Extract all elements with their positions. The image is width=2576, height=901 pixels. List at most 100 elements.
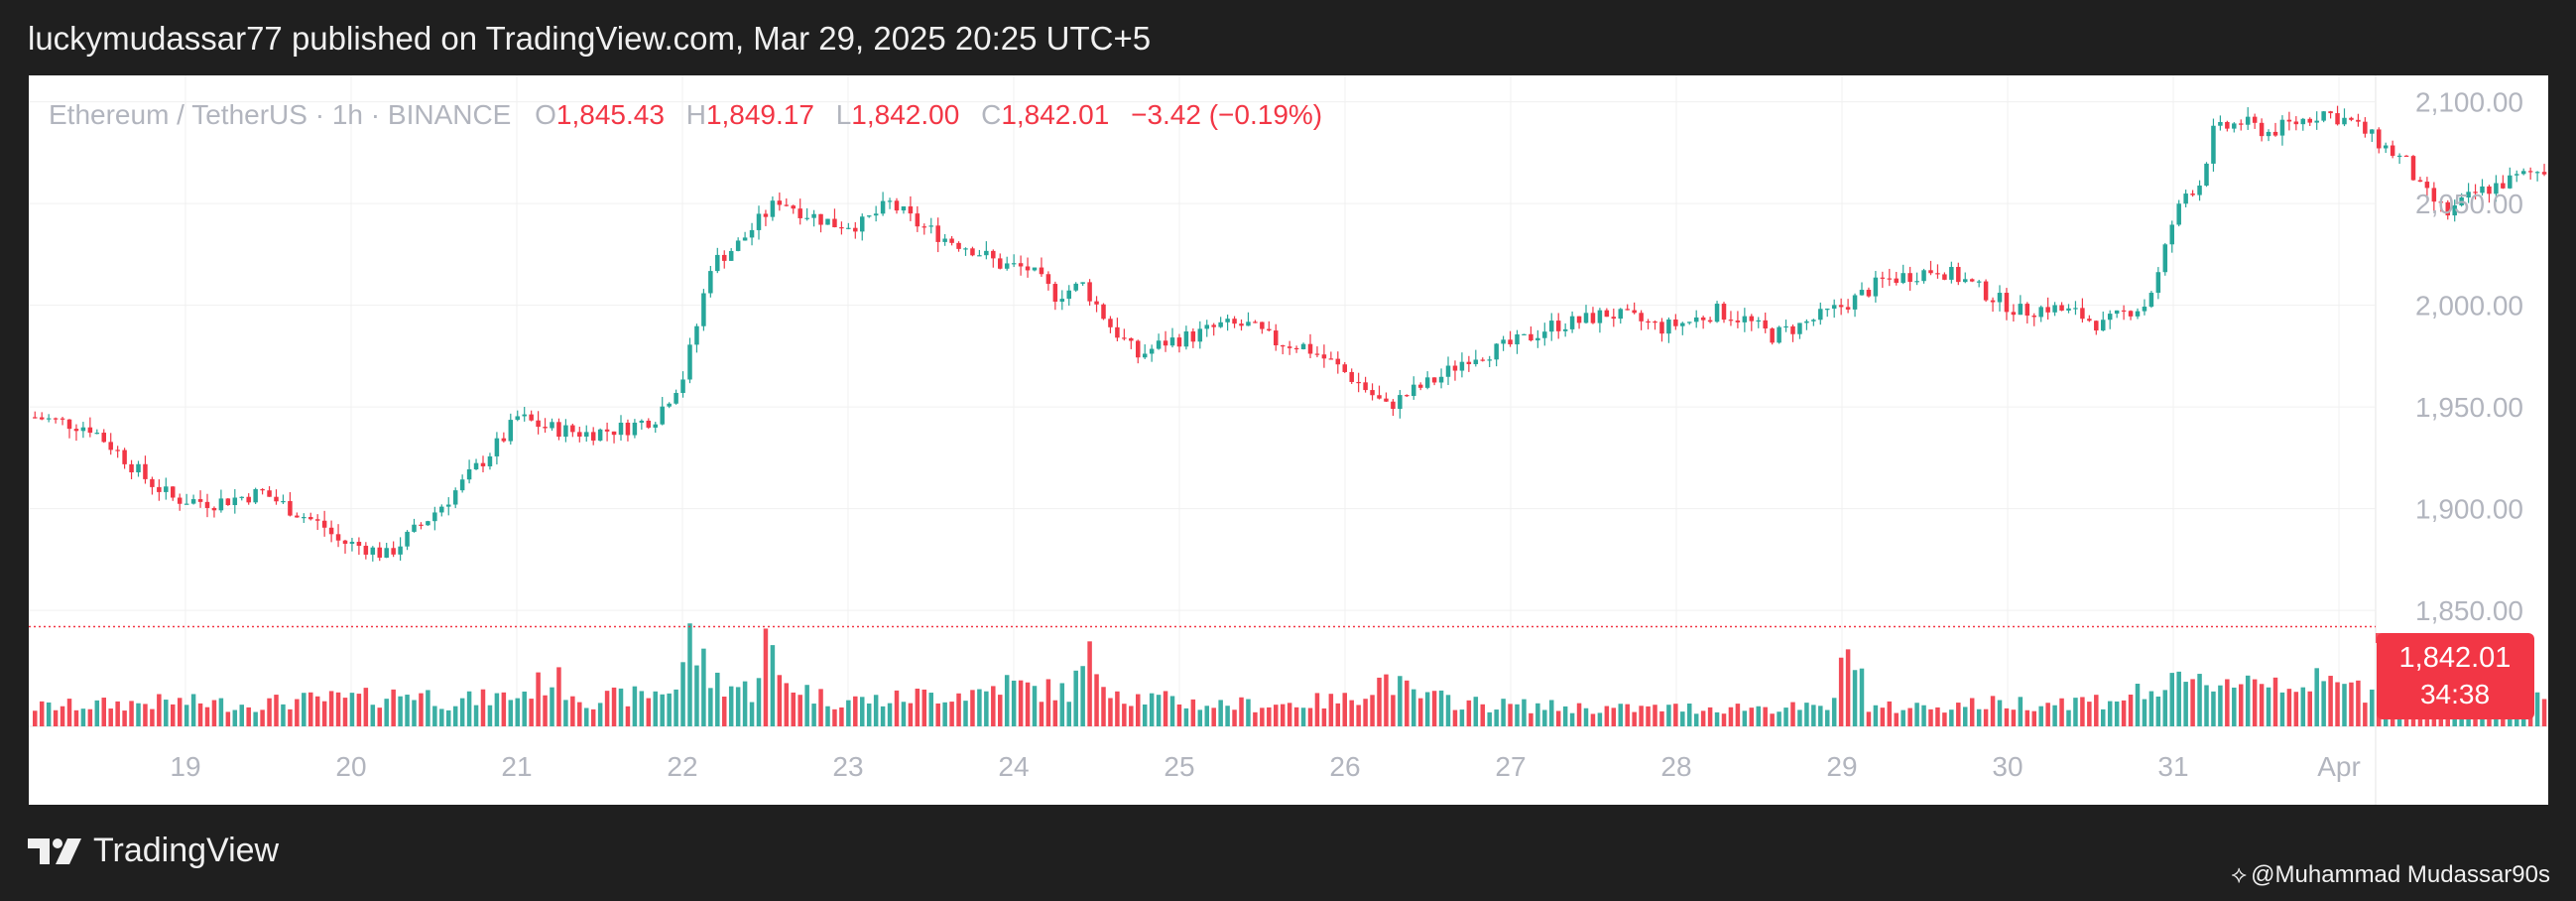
last-price-value: 1,842.01: [2399, 642, 2512, 674]
price-axis[interactable]: 2,100.00 2,050.00 2,000.00 1,950.00 1,900.00…: [2415, 87, 2523, 627]
candle: [1693, 310, 1699, 328]
candle: [660, 397, 665, 426]
candle: [94, 429, 100, 435]
volume-bar: [1183, 708, 1189, 726]
candle-body: [225, 498, 231, 506]
candle: [1459, 352, 1465, 378]
volume-bar: [1356, 705, 1361, 726]
candle: [1300, 342, 1306, 350]
volume-bar: [1384, 674, 1389, 726]
candle: [1094, 296, 1099, 313]
x-tick-label: 30: [1992, 751, 2023, 782]
candle: [2494, 175, 2499, 202]
candle-body: [722, 254, 727, 261]
candle-body: [2066, 308, 2071, 311]
volume-bar: [1983, 708, 1989, 726]
candle-body: [577, 432, 582, 437]
candle: [2059, 302, 2064, 312]
candle: [1576, 316, 1582, 329]
volume-bar: [639, 691, 645, 726]
candle: [321, 510, 327, 537]
candle-body: [1018, 263, 1024, 267]
candle-body: [1274, 330, 1279, 345]
volume-bar: [2155, 696, 2161, 726]
candle: [1466, 355, 1472, 372]
volume-bar: [1136, 694, 1141, 726]
candle-body: [1825, 309, 1830, 311]
time-axis[interactable]: 19 20 21 22 23 24 25 26 27 28 29 30 31 Apr: [170, 751, 2360, 782]
candle-body: [2328, 111, 2333, 114]
candles: [33, 105, 2547, 562]
candle: [1673, 314, 1678, 330]
candle: [335, 524, 341, 548]
candle-body: [1735, 321, 1741, 322]
candle: [2045, 297, 2050, 321]
volume-bar: [1473, 697, 1479, 726]
candle: [1653, 320, 1657, 330]
candle: [577, 427, 582, 443]
candle: [1700, 316, 1706, 329]
candle-body: [2466, 192, 2471, 198]
candle: [1356, 372, 1361, 393]
candle: [2377, 127, 2382, 154]
candle-body: [2148, 293, 2154, 308]
candle: [536, 411, 541, 435]
volume-bar: [1997, 700, 2003, 726]
candle: [2534, 171, 2540, 182]
volume-bar: [39, 701, 45, 726]
volume-bar: [2370, 689, 2375, 726]
candle-body: [2342, 117, 2347, 125]
candle: [1535, 329, 1540, 348]
x-tick-label: Apr: [2317, 751, 2361, 782]
volume-bar: [129, 701, 134, 726]
candle: [825, 218, 830, 225]
candle: [597, 428, 603, 442]
volume-bar: [1949, 709, 1954, 726]
x-tick-label: 27: [1495, 751, 1526, 782]
volume-bar: [991, 686, 996, 726]
candle: [274, 489, 279, 505]
candle-body: [2501, 183, 2506, 189]
candle: [225, 498, 231, 506]
candle: [2101, 311, 2106, 331]
candle: [1190, 327, 1196, 348]
candle: [466, 459, 472, 484]
candle: [756, 205, 762, 240]
candle-body: [452, 490, 458, 505]
volume-bar: [1211, 708, 1216, 726]
candle-body: [1267, 328, 1272, 331]
candle-body: [1398, 395, 1403, 409]
volume-bar: [1204, 706, 1209, 726]
candle: [908, 195, 914, 221]
volume-bar: [604, 691, 610, 726]
volume-bar: [550, 687, 554, 726]
volume-bar: [584, 708, 589, 726]
candle: [2107, 310, 2113, 329]
candle: [1625, 304, 1630, 311]
volume-bar: [328, 691, 334, 726]
tradingview-logo[interactable]: TradingView: [28, 832, 279, 870]
candle-body: [998, 258, 1003, 269]
volume-bar: [1156, 695, 1162, 726]
high-label: H: [686, 99, 706, 130]
candle-body: [1501, 339, 1506, 344]
volume-bar: [1197, 709, 1203, 726]
candle-body: [1466, 361, 1472, 365]
volume-bar: [384, 699, 389, 726]
candle: [171, 486, 176, 501]
candle: [2459, 193, 2464, 207]
candlestick-chart[interactable]: 2,100.00 2,050.00 2,000.00 1,950.00 1,900.00…: [29, 75, 2548, 805]
candle: [2452, 199, 2457, 222]
volume-bar: [515, 698, 520, 726]
candle: [2314, 111, 2319, 130]
chart-pane[interactable]: 2,100.00 2,050.00 2,000.00 1,950.00 1,900.00…: [29, 75, 2548, 805]
candle: [1411, 376, 1416, 400]
candle: [956, 241, 961, 252]
candle-body: [308, 517, 313, 520]
candle: [1039, 257, 1044, 277]
volume-bar: [818, 689, 823, 726]
volume-bar: [1887, 701, 1893, 726]
volume-bar: [1783, 708, 1788, 726]
candle-body: [1342, 364, 1347, 372]
candle-body: [949, 238, 954, 243]
